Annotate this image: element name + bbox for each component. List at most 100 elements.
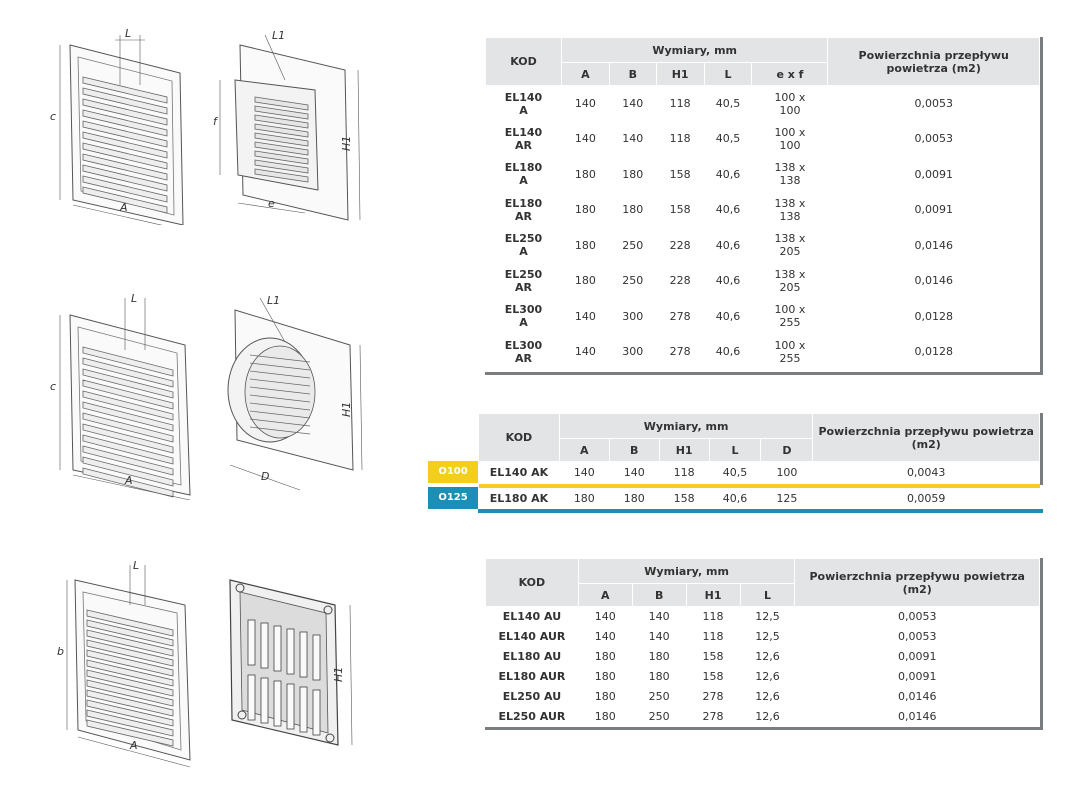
grille-front-drawing-1: L c A [50, 27, 184, 225]
cell-b: 140 [622, 132, 644, 146]
cell-kod: EL250 AUR [498, 710, 566, 723]
cell-l: 40,5 [715, 97, 741, 110]
cell-a: 180 [594, 710, 616, 723]
cell-a: 180 [594, 670, 616, 683]
header-b: B [631, 583, 687, 607]
cell-l: 12,5 [755, 630, 780, 643]
header-powierzchnia: Powierzchnia przepływu powietrza (m2) [812, 413, 1040, 462]
cell-powierzchnia: 0,0091 [914, 203, 953, 217]
grille-back-drawing-2: L1 H1 D [227, 294, 363, 491]
cell-l: 40,6 [715, 238, 741, 252]
cell-l: 40,6 [715, 345, 741, 359]
cell-kod: EL300 A [504, 303, 543, 330]
cell-b: 250 [648, 710, 670, 723]
cell-l: 40,6 [715, 167, 741, 181]
cell-a: 180 [574, 203, 596, 217]
cell-powierzchnia: 0,0053 [897, 610, 937, 624]
table-row: EL250 A 180 250 228 40,6 138 x 205 0,0146 [486, 228, 1040, 264]
table-el-au: KOD Wymiary, mm Powierzchnia przepływu p… [485, 558, 1040, 727]
label-b: b [57, 645, 64, 658]
cell-l: 40,5 [722, 466, 748, 480]
cell-a: 140 [574, 345, 596, 359]
label-d: D [261, 470, 269, 483]
cell-l: 40,5 [715, 132, 741, 146]
cell-exf: 100 x 100 [774, 90, 806, 117]
cell-powierzchnia: 0,0059 [906, 492, 946, 505]
grille-front-drawing-2: L c A [50, 292, 191, 500]
cell-powierzchnia: 0,0146 [897, 690, 937, 703]
cell-h1: 118 [669, 97, 691, 110]
cell-b: 180 [622, 167, 644, 181]
cell-kod: EL250 A [504, 232, 543, 259]
table-row: EL140 AR 140 140 118 40,5 100 x 100 0,0053 [486, 121, 1040, 157]
label-a: A [129, 739, 138, 752]
label-a: A [119, 201, 128, 214]
cell-kod: EL140 AR [504, 125, 543, 152]
cell-kod: EL250 AR [504, 267, 543, 294]
cell-exf: 138 x 205 [774, 232, 806, 259]
cell-h1: 158 [702, 670, 724, 683]
cell-h1: 278 [702, 710, 724, 723]
cell-h1: 278 [669, 345, 691, 359]
cell-b: 140 [648, 610, 670, 624]
table-row: EL180 AR 180 180 158 40,6 138 x 138 0,0091 [486, 192, 1040, 228]
label-l: L [125, 27, 131, 40]
table-row: EL300 AR 140 300 278 40,6 100 x 255 0,0128 [486, 334, 1040, 370]
cell-powierzchnia: 0,0146 [914, 274, 953, 288]
table-row: EL140 A 140 140 118 40,5 100 x 100 0,0053 [486, 86, 1040, 122]
label-l1: L1 [267, 294, 280, 307]
cell-h1: 158 [673, 492, 695, 505]
label-l: L [131, 292, 137, 305]
cell-h1: 118 [702, 630, 724, 643]
cell-h1: 118 [669, 132, 691, 146]
cell-a: 180 [573, 492, 595, 505]
cell-h1: 118 [702, 610, 724, 624]
yellow-separator [478, 483, 1040, 488]
label-h1: H1 [340, 402, 353, 417]
cell-b: 300 [622, 309, 644, 323]
cell-b: 250 [622, 274, 644, 288]
cell-exf: 138 x 138 [774, 196, 806, 223]
cell-b: 300 [622, 345, 644, 359]
cell-h1: 278 [669, 309, 691, 323]
cell-powierzchnia: 0,0128 [914, 345, 953, 359]
cell-powierzchnia: 0,0128 [914, 309, 953, 323]
header-h1: H1 [658, 438, 710, 462]
table-row: EL250 AUR 180 250 278 12,6 0,0146 [486, 707, 1040, 727]
cell-powierzchnia: 0,0146 [897, 710, 937, 723]
table-row: EL180 AUR 180 180 158 12,6 0,0091 [486, 667, 1040, 687]
cell-l: 40,6 [715, 274, 741, 288]
table2-right-bar [1040, 413, 1043, 485]
cell-h1: 228 [669, 238, 691, 252]
cell-powierzchnia: 0,0146 [914, 238, 953, 252]
header-d: D [760, 438, 814, 462]
cell-kod: EL140 A [504, 90, 543, 117]
table-row: EL180 AK 180 180 158 40,6 125 0,0059 [479, 488, 1040, 510]
table1-right-bar [1040, 37, 1043, 375]
table-row: EL140 AUR 140 140 118 12,5 0,0053 [486, 627, 1040, 647]
cell-a: 140 [594, 610, 616, 624]
cell-exf: 100 x 100 [774, 125, 806, 152]
cell-powierzchnia: 0,0043 [906, 466, 946, 480]
cell-b: 180 [648, 670, 670, 683]
cell-l: 12,6 [755, 690, 780, 703]
cell-a: 180 [574, 238, 596, 252]
diameter-tag-125: O125 [428, 487, 478, 509]
cell-h1: 228 [669, 274, 691, 288]
cell-b: 180 [622, 203, 644, 217]
header-wymiary: Wymiary, mm [577, 558, 796, 584]
cell-a: 180 [594, 650, 616, 663]
cell-b: 180 [623, 492, 645, 505]
table-row: EL300 A 140 300 278 40,6 100 x 255 0,0128 [486, 299, 1040, 335]
cell-b: 140 [623, 466, 645, 480]
cell-kod: EL250 AU [502, 690, 562, 703]
header-a: A [577, 583, 633, 607]
table2-blue-bar [478, 509, 1043, 513]
cell-l: 12,6 [755, 670, 780, 683]
cell-kod: EL180 AR [504, 196, 543, 223]
cell-kod: EL180 AK [489, 492, 549, 505]
header-l: L [703, 62, 753, 86]
cell-a: 140 [573, 466, 595, 480]
cell-a: 140 [574, 132, 596, 146]
grille-back-drawing-3: H1 [229, 579, 353, 746]
